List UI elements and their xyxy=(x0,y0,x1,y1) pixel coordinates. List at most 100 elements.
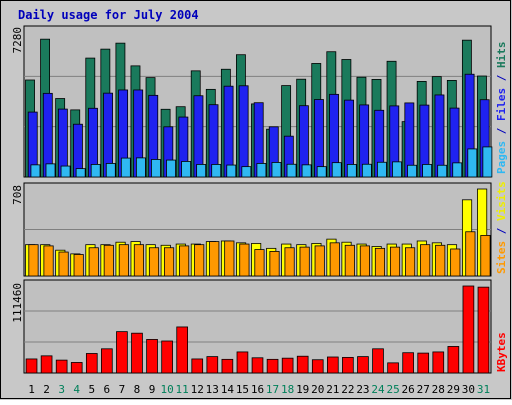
pages-bar-day-15 xyxy=(241,166,252,178)
sites-bar-day-30 xyxy=(465,231,476,277)
sites-bar-day-17 xyxy=(269,251,280,277)
pages-bar-day-29 xyxy=(452,162,463,178)
kbytes-bar-day-15 xyxy=(236,351,249,374)
sites-bar-day-16 xyxy=(254,249,265,277)
day-label: 13 xyxy=(206,383,219,396)
pages-bar-day-24 xyxy=(377,161,387,178)
sites-bar-day-6 xyxy=(103,244,114,277)
sites-bar-day-20 xyxy=(314,245,325,277)
sites-bar-day-4 xyxy=(73,254,84,277)
legend-text: Pages xyxy=(495,141,508,174)
hits-files-pages-bars xyxy=(25,38,493,178)
kbytes-bars xyxy=(25,285,490,374)
kbytes-bar-day-20 xyxy=(311,359,324,374)
kbytes-bar-day-25 xyxy=(387,362,399,374)
files-bar-day-28 xyxy=(434,94,445,178)
kbytes-bar-day-22 xyxy=(342,356,354,374)
kbytes-bar-day-4 xyxy=(70,362,83,374)
day-label: 23 xyxy=(356,383,369,396)
kbytes-bar-day-9 xyxy=(146,339,158,374)
files-bar-day-14 xyxy=(223,85,234,178)
day-label: 2 xyxy=(43,383,50,396)
sites-bar-day-14 xyxy=(224,240,235,277)
day-label: 16 xyxy=(251,383,264,396)
kbytes-bar-day-18 xyxy=(281,357,294,374)
kbytes-bar-day-21 xyxy=(326,356,339,374)
kbytes-gridlines xyxy=(24,310,491,343)
pages-bar-day-10 xyxy=(166,159,176,178)
pages-bar-day-21 xyxy=(331,162,342,178)
kbytes-bar-day-16 xyxy=(251,357,264,374)
hits-files-pages-legend: Pages / Files / Hits xyxy=(495,42,508,175)
kbytes-bar-day-30 xyxy=(462,285,475,374)
day-label: 26 xyxy=(402,383,415,396)
sites-bar-day-9 xyxy=(148,247,160,277)
visits-sites-bars xyxy=(25,188,491,277)
day-label: 5 xyxy=(88,383,95,396)
kbytes-bar-day-3 xyxy=(55,359,68,374)
sites-bar-day-27 xyxy=(420,244,431,277)
sites-bar-day-7 xyxy=(118,244,129,277)
kbytes-bar-day-23 xyxy=(357,356,369,374)
kbytes-bar-day-24 xyxy=(372,348,384,374)
kbytes-ymax-label: 111460 xyxy=(11,283,24,323)
pages-bar-day-14 xyxy=(226,164,237,178)
legend-text: Hits xyxy=(495,42,508,69)
files-bar-day-20 xyxy=(314,99,324,178)
day-label: 27 xyxy=(417,383,430,396)
day-label: 1 xyxy=(28,383,35,396)
pages-bar-day-31 xyxy=(482,146,493,178)
day-label: 31 xyxy=(477,383,490,396)
kbytes-bar-day-2 xyxy=(40,355,53,374)
sites-bar-day-22 xyxy=(344,244,355,277)
day-label: 15 xyxy=(236,383,249,396)
pages-bar-day-19 xyxy=(301,164,312,178)
pages-bar-day-11 xyxy=(181,161,192,178)
sites-bar-day-11 xyxy=(179,245,190,277)
sites-bar-day-5 xyxy=(88,247,99,277)
sites-bar-day-8 xyxy=(133,244,145,277)
sites-bar-day-13 xyxy=(209,241,220,277)
legend-text: Visits xyxy=(495,181,508,221)
sites-bar-day-23 xyxy=(359,245,370,277)
pages-bar-day-6 xyxy=(105,163,116,178)
day-label: 19 xyxy=(296,383,309,396)
kbytes-legend: KBytes xyxy=(495,332,508,372)
kbytes-bar-day-6 xyxy=(101,348,113,374)
pages-bar-day-13 xyxy=(211,164,222,178)
day-label: 22 xyxy=(341,383,354,396)
sites-bar-day-2 xyxy=(43,245,54,277)
sites-bar-day-18 xyxy=(284,247,295,277)
pages-bar-day-12 xyxy=(196,164,207,178)
sites-bar-day-24 xyxy=(374,247,386,277)
day-label: 21 xyxy=(326,383,339,396)
day-label: 12 xyxy=(191,383,204,396)
day-label: 7 xyxy=(119,383,126,396)
pages-bar-day-7 xyxy=(120,157,131,178)
pages-bar-day-23 xyxy=(361,163,372,178)
pages-bar-day-18 xyxy=(286,163,297,178)
legend-text: / xyxy=(495,68,508,88)
sites-bar-day-15 xyxy=(239,243,250,277)
pages-bar-day-8 xyxy=(135,157,146,178)
day-label: 9 xyxy=(149,383,156,396)
pages-bar-day-2 xyxy=(45,163,56,178)
pages-bar-day-22 xyxy=(346,164,357,178)
kbytes-bar-day-29 xyxy=(447,346,460,374)
sites-bar-day-26 xyxy=(405,247,416,277)
kbytes-bar-day-8 xyxy=(131,332,143,374)
pages-bar-day-17 xyxy=(271,162,282,178)
day-label: 17 xyxy=(266,383,279,396)
pages-bar-day-25 xyxy=(392,161,402,178)
kbytes-bar-day-5 xyxy=(85,353,98,374)
day-label: 28 xyxy=(432,383,445,396)
day-label: 4 xyxy=(73,383,80,396)
kbytes-bar-day-19 xyxy=(296,355,309,374)
files-bar-day-15 xyxy=(238,85,249,178)
pages-bar-day-16 xyxy=(256,163,267,178)
sites-bar-day-12 xyxy=(194,244,205,277)
kbytes-bar-day-28 xyxy=(432,351,445,374)
